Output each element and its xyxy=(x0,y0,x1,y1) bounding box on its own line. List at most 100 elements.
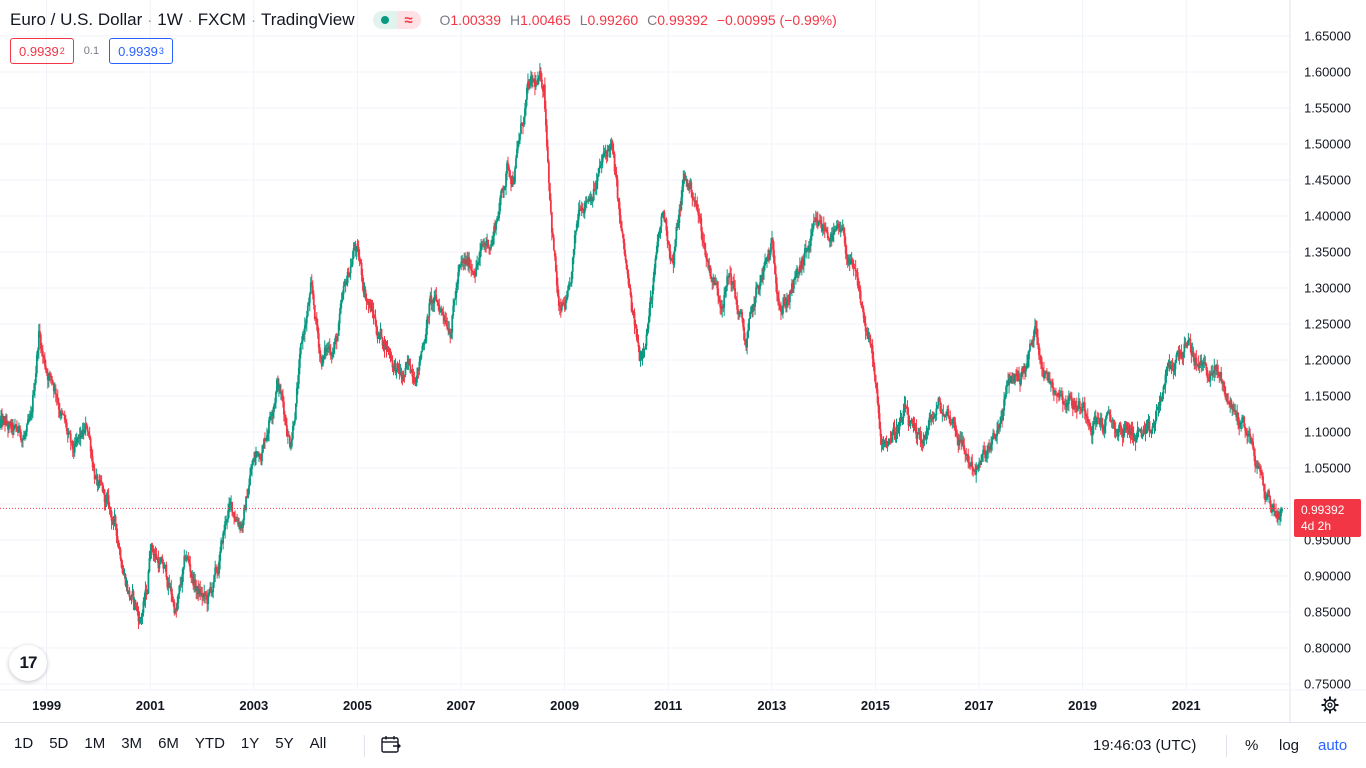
candle xyxy=(572,248,575,265)
candle xyxy=(696,196,699,213)
candle xyxy=(333,338,336,355)
range-button-6m[interactable]: 6M xyxy=(158,735,179,752)
range-button-1d[interactable]: 1D xyxy=(14,735,34,752)
candle xyxy=(871,339,874,368)
candle xyxy=(670,257,673,262)
candle xyxy=(891,429,894,443)
buy-button[interactable]: 0.9939 3 xyxy=(109,38,173,64)
symbol-name[interactable]: Euro / U.S. Dollar xyxy=(10,10,143,29)
candle xyxy=(836,219,839,230)
candle xyxy=(303,317,306,343)
candle xyxy=(276,377,278,394)
candle xyxy=(964,449,967,463)
candle xyxy=(174,607,177,615)
range-button-3m[interactable]: 3M xyxy=(121,735,143,752)
candle xyxy=(255,446,257,466)
interval-label[interactable]: 1W xyxy=(157,10,183,29)
spread-value: 0.1 xyxy=(83,45,100,57)
candle xyxy=(921,440,924,452)
candle xyxy=(641,348,644,366)
candle xyxy=(672,252,675,274)
candle xyxy=(118,543,121,555)
candle xyxy=(642,342,645,359)
market-status[interactable]: ≈ xyxy=(372,11,421,29)
candle xyxy=(807,241,810,259)
range-button-1y[interactable]: 1Y xyxy=(240,735,260,752)
candle xyxy=(992,428,995,440)
candle xyxy=(1129,424,1132,444)
price-tick-label: 0.90000 xyxy=(1304,569,1351,584)
price-chart[interactable]: 1.65000 1.60000 1.55000 1.50000 1.45000 1.400… xyxy=(0,0,1366,722)
candle xyxy=(795,265,798,279)
candle xyxy=(962,435,965,450)
clock-timezone[interactable]: 19:46:03 (UTC) xyxy=(1093,737,1197,754)
candle xyxy=(991,436,994,451)
sell-button[interactable]: 0.9939 2 xyxy=(10,38,74,64)
candle xyxy=(484,241,487,253)
candle xyxy=(501,187,503,193)
candle xyxy=(639,350,642,367)
candle xyxy=(196,585,199,600)
candle xyxy=(1196,363,1199,367)
candle xyxy=(127,590,130,595)
candle xyxy=(143,592,146,607)
candle xyxy=(19,425,21,438)
candle xyxy=(1093,411,1096,424)
candle xyxy=(74,434,77,447)
candle xyxy=(868,331,871,344)
log-scale-toggle[interactable]: log xyxy=(1279,737,1300,754)
range-button-5y[interactable]: 5Y xyxy=(275,735,294,752)
candle xyxy=(1178,344,1181,365)
candle xyxy=(630,292,633,313)
candle xyxy=(392,365,395,376)
candle xyxy=(618,197,621,224)
candle xyxy=(1115,428,1118,437)
candle xyxy=(222,530,225,550)
candle xyxy=(216,566,219,579)
candle xyxy=(86,425,89,436)
candle xyxy=(528,79,530,91)
candle xyxy=(12,419,14,439)
range-button-all[interactable]: All xyxy=(309,735,327,752)
candle xyxy=(360,259,363,282)
candle xyxy=(720,299,723,316)
candle xyxy=(1138,428,1141,432)
candle xyxy=(478,252,481,266)
candle xyxy=(1250,435,1253,445)
candle xyxy=(787,294,789,308)
range-button-5d[interactable]: 5D xyxy=(49,735,69,752)
candle xyxy=(230,495,232,511)
price-axis[interactable]: 1.65000 1.60000 1.55000 1.50000 1.45000 1.400… xyxy=(1289,0,1351,722)
candle xyxy=(532,74,534,88)
candle xyxy=(1248,426,1251,437)
range-button-ytd[interactable]: YTD xyxy=(194,735,225,752)
candle xyxy=(1258,462,1260,470)
candle xyxy=(438,298,441,315)
gear-icon[interactable] xyxy=(1320,695,1340,715)
candle xyxy=(493,222,495,245)
price-tick-label: 0.75000 xyxy=(1304,677,1351,692)
candle xyxy=(930,414,933,426)
range-button-1m[interactable]: 1M xyxy=(84,735,106,752)
candle xyxy=(160,556,163,563)
candle xyxy=(598,158,601,174)
percent-scale-toggle[interactable]: % xyxy=(1245,737,1259,754)
candle xyxy=(221,539,224,545)
candle xyxy=(1072,397,1075,410)
candle xyxy=(256,451,258,458)
candle xyxy=(293,412,296,426)
candle xyxy=(668,241,671,259)
candle xyxy=(394,358,397,376)
time-axis[interactable]: 1999 2001 2003 2005 2007 2009 2011 2013 2015 2017… xyxy=(0,689,1366,713)
candle xyxy=(765,257,767,265)
candle xyxy=(400,367,403,384)
auto-scale-toggle[interactable]: auto xyxy=(1318,737,1348,754)
candle xyxy=(1203,354,1206,369)
candle xyxy=(185,550,188,563)
candle xyxy=(701,226,704,247)
candle xyxy=(482,239,485,248)
candle xyxy=(580,201,583,216)
calendar-goto-icon[interactable] xyxy=(380,735,402,755)
tradingview-logo-icon[interactable]: 17 xyxy=(9,645,47,681)
candle xyxy=(776,277,778,302)
